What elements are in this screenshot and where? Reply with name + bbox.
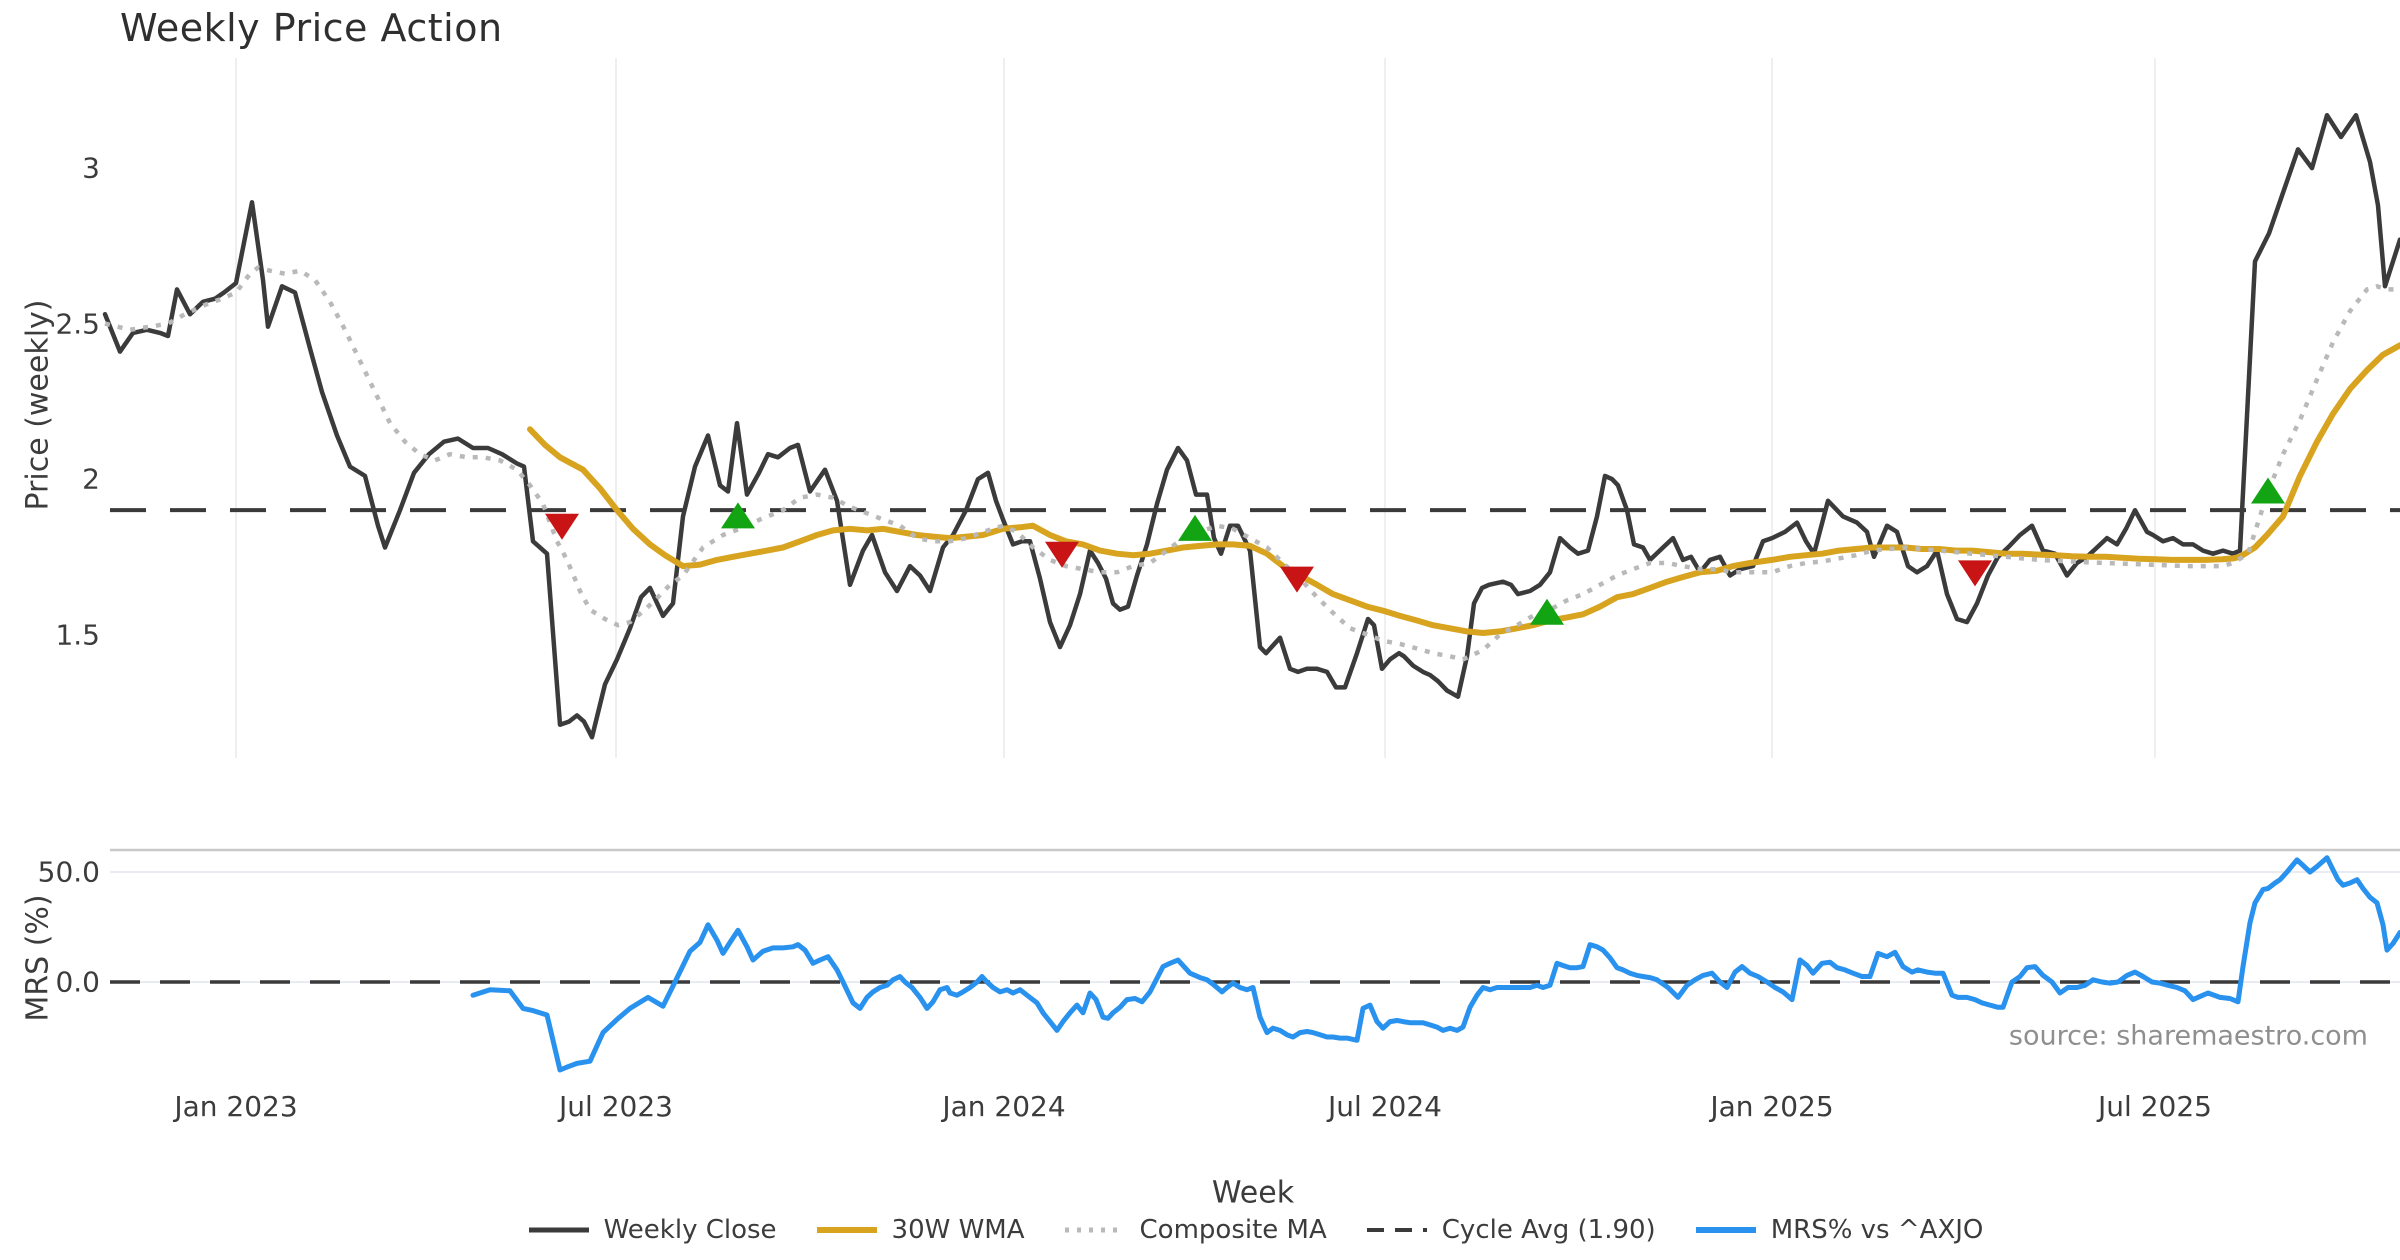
legend-item: Weekly Close <box>527 1215 777 1245</box>
mrs-vs-axjo-line <box>470 855 2400 1073</box>
x-tick-label: Jul 2023 <box>559 1090 673 1123</box>
buy-marker <box>721 502 755 529</box>
legend-swatch-dotted <box>1064 1227 1125 1233</box>
x-axis-title: Week <box>1211 1175 1295 1211</box>
buy-marker <box>2251 477 2285 504</box>
sell-marker <box>1280 566 1314 593</box>
sell-marker <box>1045 541 1079 568</box>
legend-item-label: Weekly Close <box>603 1215 777 1245</box>
30w-wma-line <box>527 342 2400 636</box>
mrs-y-tick-label: 50.0 <box>37 855 100 889</box>
composite-ma-line <box>104 265 2400 662</box>
legend-swatch-solid <box>528 1227 589 1233</box>
legend-item: 30W WMA <box>815 1215 1025 1245</box>
buy-marker <box>1530 598 1564 625</box>
x-tick-label: Jul 2025 <box>2098 1090 2212 1123</box>
price-y-tick-label: 1.5 <box>55 618 100 652</box>
x-tick-label: Jan 2023 <box>174 1090 298 1123</box>
legend-item: Composite MA <box>1063 1215 1327 1245</box>
mrs-axis-title: MRS (%) <box>20 894 56 1022</box>
weekly-close-line <box>102 112 2400 740</box>
legend-swatch-dashed <box>1366 1228 1427 1232</box>
x-tick-label: Jan 2024 <box>942 1090 1066 1123</box>
legend-swatch-solid <box>1695 1227 1756 1233</box>
price-y-tick-label: 2.5 <box>55 307 100 341</box>
source-note: source: sharemaestro.com <box>2008 1020 2368 1052</box>
chart-title: Weekly Price Action <box>120 6 503 50</box>
legend-item-label: 30W WMA <box>891 1215 1025 1245</box>
legend-swatch-solid <box>816 1227 877 1233</box>
legend-item-label: Composite MA <box>1139 1215 1327 1245</box>
legend: Weekly Close 30W WMA Composite MA Cycle Avg… <box>110 1204 2400 1256</box>
legend-item: Cycle Avg (1.90) <box>1365 1215 1656 1245</box>
price-y-tick-label: 2 <box>82 462 100 496</box>
sell-marker <box>1958 560 1992 587</box>
price-y-tick-label: 3 <box>82 151 100 185</box>
x-tick-label: Jan 2025 <box>1710 1090 1834 1123</box>
buy-marker <box>1178 514 1212 541</box>
x-tick-label: Jul 2024 <box>1328 1090 1442 1123</box>
legend-item: MRS% vs ^AXJO <box>1694 1215 1984 1245</box>
mrs-y-tick-label: 0.0 <box>55 965 100 999</box>
sell-marker <box>545 513 579 540</box>
legend-item-label: Cycle Avg (1.90) <box>1441 1215 1656 1245</box>
legend-item-label: MRS% vs ^AXJO <box>1770 1215 1984 1245</box>
